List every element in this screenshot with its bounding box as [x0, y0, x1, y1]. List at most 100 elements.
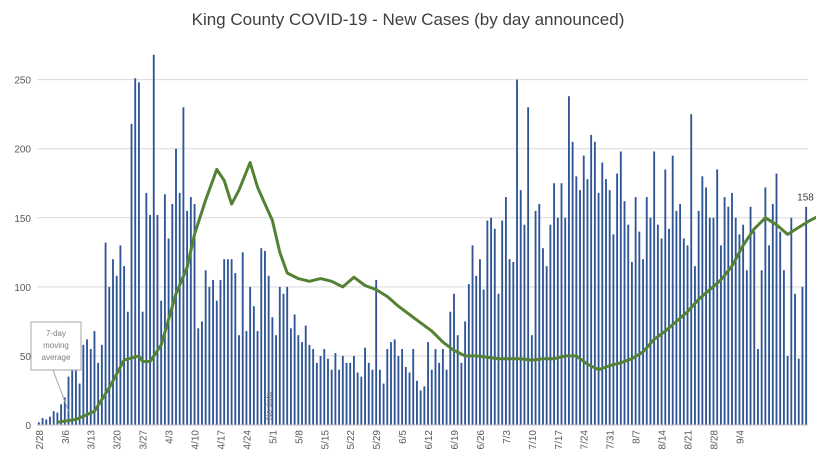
bar [378, 369, 381, 425]
bar [252, 306, 255, 425]
bar [471, 245, 474, 425]
bar [504, 197, 507, 425]
bar [682, 238, 685, 425]
bar [734, 217, 737, 425]
bar [345, 362, 348, 425]
bar [438, 362, 441, 425]
bar [301, 342, 303, 425]
bar [523, 224, 526, 425]
bar [189, 197, 192, 425]
x-tick-label: 3/20 [113, 430, 124, 450]
bar [41, 418, 44, 425]
x-tick-label: 9/4 [735, 430, 746, 444]
bar [738, 234, 741, 425]
bar [282, 293, 285, 425]
bar [534, 210, 537, 425]
bar [649, 217, 652, 425]
x-tick-label: 7/3 [502, 430, 513, 444]
y-tick-label: 200 [14, 145, 31, 156]
bar [267, 275, 270, 425]
bar [130, 123, 133, 425]
bar [49, 416, 51, 425]
bar [134, 78, 137, 425]
bar [93, 331, 96, 425]
bar [656, 224, 659, 425]
bar [549, 224, 552, 425]
bar [386, 349, 389, 425]
bar [78, 383, 81, 425]
bar [215, 300, 218, 425]
bar [545, 266, 548, 425]
bar [356, 372, 359, 425]
bar [71, 321, 74, 425]
bar [182, 107, 185, 425]
bar [705, 187, 707, 425]
bar [327, 358, 329, 425]
bar [801, 286, 804, 425]
bar [338, 369, 341, 425]
bar [501, 220, 504, 425]
bar [104, 242, 107, 425]
bar [371, 369, 374, 425]
bar [530, 335, 533, 425]
bar [460, 362, 463, 425]
bar [542, 248, 544, 425]
last-value-label: 158 [797, 193, 814, 204]
bar [794, 293, 796, 425]
bar [323, 349, 326, 425]
bar [293, 314, 296, 425]
moving-average-line [57, 161, 816, 424]
bar [167, 238, 170, 425]
bar [757, 349, 759, 425]
x-tick-label: 7/31 [606, 430, 617, 450]
callout-line-3: average [42, 353, 71, 362]
bar [364, 347, 366, 425]
x-tick-label: 5/15 [320, 430, 331, 450]
x-tick-label: 4/24 [242, 430, 253, 450]
bar [553, 183, 556, 425]
gridlines [37, 79, 808, 357]
bar [308, 344, 311, 425]
bar [193, 203, 196, 425]
x-axis-ticks: 2/28 3/6 3/13 3/20 3/27 4/3 4/10 4/17 4/24 5/1 5/8… [35, 430, 747, 450]
bar [289, 328, 292, 425]
bar [353, 355, 355, 425]
bar [223, 259, 226, 425]
bar [582, 155, 585, 426]
bar [197, 328, 200, 425]
bar [479, 259, 481, 425]
bar [671, 155, 674, 426]
callout-leader-line [52, 369, 69, 412]
bar [590, 134, 593, 425]
callout-line-2: moving [43, 341, 69, 350]
bar [664, 169, 667, 425]
bar [571, 141, 574, 426]
x-tick-label: 7/24 [580, 430, 591, 450]
bar [423, 386, 426, 425]
x-tick-label: 4/3 [165, 430, 176, 444]
bar [519, 190, 522, 425]
x-tick-label: 4/10 [191, 430, 202, 450]
bar [319, 355, 322, 425]
y-tick-label: 150 [14, 214, 31, 225]
bar [742, 224, 745, 425]
y-tick-label: 0 [25, 421, 31, 432]
bar [175, 148, 177, 425]
bar-series [37, 54, 808, 426]
bar [63, 397, 66, 425]
bar [797, 358, 800, 425]
bar [475, 275, 478, 425]
bar [304, 325, 307, 425]
bar [560, 183, 563, 425]
callout-box [30, 321, 82, 371]
bar [264, 250, 266, 425]
bar [404, 366, 407, 425]
bar [401, 349, 404, 425]
x-tick-label: 3/13 [87, 430, 98, 450]
callout-line-1: 7-day [46, 329, 66, 338]
bar [334, 353, 337, 425]
x-tick-label: 7/17 [554, 430, 565, 450]
bar [708, 217, 711, 425]
bar [556, 217, 559, 425]
bar [631, 261, 633, 425]
